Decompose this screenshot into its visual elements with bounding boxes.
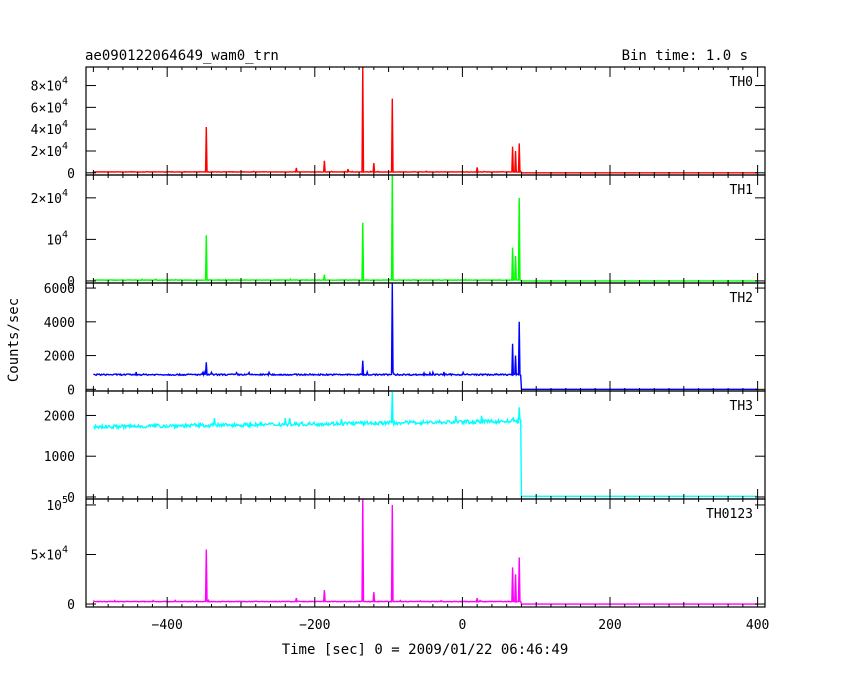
bin-time-label: Bin time: 1.0 s xyxy=(622,48,748,64)
series-line-th2 xyxy=(93,282,758,391)
y-tick-label: 0 xyxy=(67,491,75,506)
panel-frame xyxy=(85,498,766,608)
x-tick-label: 0 xyxy=(458,618,466,633)
y-tick-label: 0 xyxy=(67,598,75,613)
panel-label: TH3 xyxy=(730,399,753,414)
panel-frame xyxy=(85,66,766,176)
chart-title: ae090122064649_wam0_trn xyxy=(85,48,279,64)
y-tick-label: 4000 xyxy=(44,316,75,331)
y-tick-label: 5×104 xyxy=(31,544,68,563)
y-tick-label: 2×104 xyxy=(31,188,68,207)
panel-th0: TH0 0 2×104 4×104 6×104 8×104 xyxy=(31,66,766,182)
panel-th0123: TH0123 0 5×104 105 xyxy=(31,495,766,613)
panel-label: TH0123 xyxy=(706,507,753,522)
x-axis-title: Time [sec] 0 = 2009/01/22 06:46:49 xyxy=(282,642,569,658)
panel-label: TH0 xyxy=(730,75,753,90)
y-tick-label: 104 xyxy=(46,229,68,248)
panel-th3: TH3 0 1000 2000 xyxy=(44,390,766,506)
y-tick-label: 2000 xyxy=(44,409,75,424)
series-line-th0123 xyxy=(92,498,758,605)
y-tick-label: 2×104 xyxy=(31,141,68,160)
y-tick-label: 105 xyxy=(46,495,68,514)
x-tick-label: −400 xyxy=(152,618,183,633)
x-tick-label: 200 xyxy=(598,618,621,633)
y-tick-label: 0 xyxy=(67,167,75,182)
x-tick-label: 400 xyxy=(746,618,769,633)
series-line-th0 xyxy=(93,66,758,174)
y-tick-label: 2000 xyxy=(44,350,75,365)
y-tick-label: 0 xyxy=(67,383,75,398)
panel-frame xyxy=(85,390,766,500)
panel-label: TH1 xyxy=(730,183,753,198)
series-line-th1 xyxy=(93,174,758,282)
panel-frame xyxy=(85,174,766,284)
y-tick-label: 6000 xyxy=(44,282,75,297)
panel-label: TH2 xyxy=(730,291,753,306)
x-tick-label: −200 xyxy=(299,618,330,633)
panel-th1: TH1 0 104 2×104 xyxy=(31,174,766,290)
y-tick-label: 0 xyxy=(67,275,75,290)
series-line-th3 xyxy=(93,390,758,498)
y-tick-label: 4×104 xyxy=(31,119,68,138)
panel-th2: TH2 0 2000 4000 6000 xyxy=(44,282,766,398)
y-tick-label: 6×104 xyxy=(31,97,68,116)
y-tick-label: 1000 xyxy=(44,450,75,465)
y-axis-title: Counts/sec xyxy=(6,298,22,382)
y-tick-label: 8×104 xyxy=(31,76,68,95)
